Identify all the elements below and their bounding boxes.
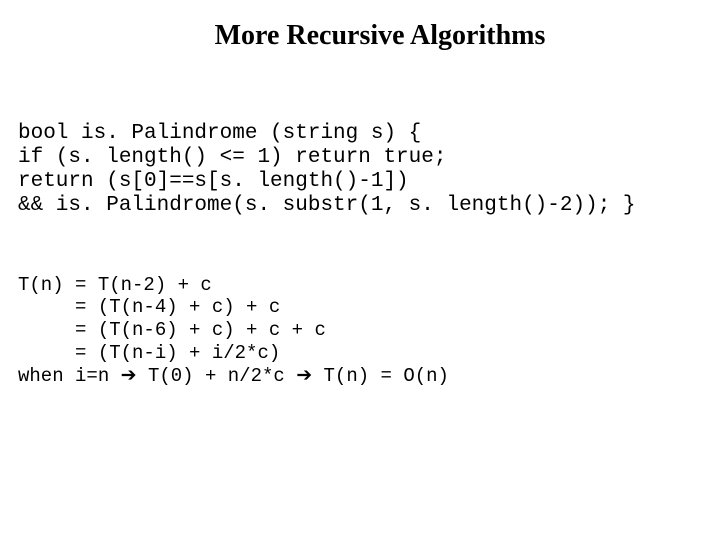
code-line-1: bool is. Palindrome (string s) { — [18, 122, 421, 145]
analysis-line-3: = (T(n-6) + c) + c + c — [18, 319, 326, 341]
analysis-line-1: T(n) = T(n-2) + c — [18, 274, 212, 296]
analysis-line-5-mid: T(0) + n/2*c — [137, 365, 297, 387]
code-block: bool is. Palindrome (string s) { if (s. … — [18, 122, 702, 219]
arrow-icon: ➔ — [296, 365, 312, 386]
code-line-4: && is. Palindrome(s. substr(1, s. length… — [18, 194, 636, 217]
analysis-line-4: = (T(n-i) + i/2*c) — [18, 342, 280, 364]
analysis-line-5-post: T(n) = O(n) — [312, 365, 449, 387]
slide-container: More Recursive Algorithms bool is. Palin… — [0, 0, 720, 540]
analysis-block: T(n) = T(n-2) + c = (T(n-4) + c) + c = (… — [18, 274, 702, 388]
analysis-line-5-pre: when i=n — [18, 365, 121, 387]
analysis-line-2: = (T(n-4) + c) + c — [18, 296, 280, 318]
slide-title: More Recursive Algorithms — [118, 20, 642, 52]
arrow-icon: ➔ — [121, 365, 137, 386]
code-line-3: return (s[0]==s[s. length()-1]) — [18, 170, 409, 193]
code-line-2: if (s. length() <= 1) return true; — [18, 146, 446, 169]
